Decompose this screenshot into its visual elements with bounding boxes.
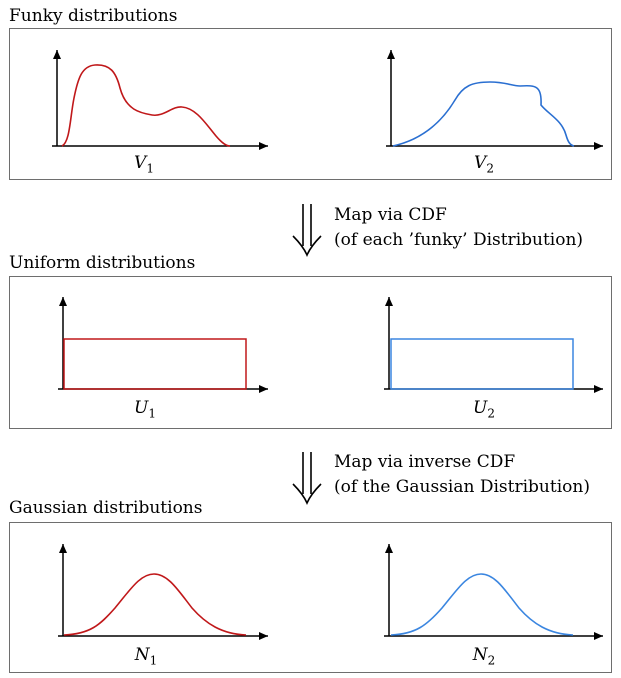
uniform-density-u2 xyxy=(390,338,574,390)
axes-n1 xyxy=(58,544,268,640)
axes-u1 xyxy=(58,297,268,393)
panel-uniform-distributions xyxy=(9,276,612,429)
curve-n1 xyxy=(63,573,247,636)
mapping-cdf-label: Map via CDF xyxy=(334,205,447,225)
axes-v1 xyxy=(52,50,268,150)
section-title-gaussian: Gaussian distributions xyxy=(9,498,203,518)
label-n2: N2 xyxy=(472,645,496,668)
section-title-funky: Funky distributions xyxy=(9,6,178,26)
label-u2: U2 xyxy=(473,398,495,421)
double-down-arrow-icon xyxy=(292,452,322,505)
label-v1: V1 xyxy=(134,153,154,176)
label-n1: N1 xyxy=(134,645,158,668)
curve-n2 xyxy=(390,573,574,636)
section-title-uniform: Uniform distributions xyxy=(9,253,196,273)
axes-n2 xyxy=(384,544,603,640)
mapping-inverse-cdf-label: Map via inverse CDF xyxy=(334,452,516,472)
curve-v1 xyxy=(61,64,231,147)
double-down-arrow-icon xyxy=(292,204,322,257)
uniform-density-u1 xyxy=(63,338,247,390)
curve-v2 xyxy=(392,81,575,147)
mapping-cdf-sublabel: (of each ’funky’ Distribution) xyxy=(334,230,584,250)
mapping-inverse-cdf-sublabel: (of the Gaussian Distribution) xyxy=(334,477,590,497)
label-u1: U1 xyxy=(134,398,156,421)
axes-u2 xyxy=(384,297,603,393)
axes-v2 xyxy=(386,50,603,150)
label-v2: V2 xyxy=(474,153,494,176)
panel-funky-distributions xyxy=(9,28,612,180)
panel-gaussian-distributions xyxy=(9,522,612,673)
